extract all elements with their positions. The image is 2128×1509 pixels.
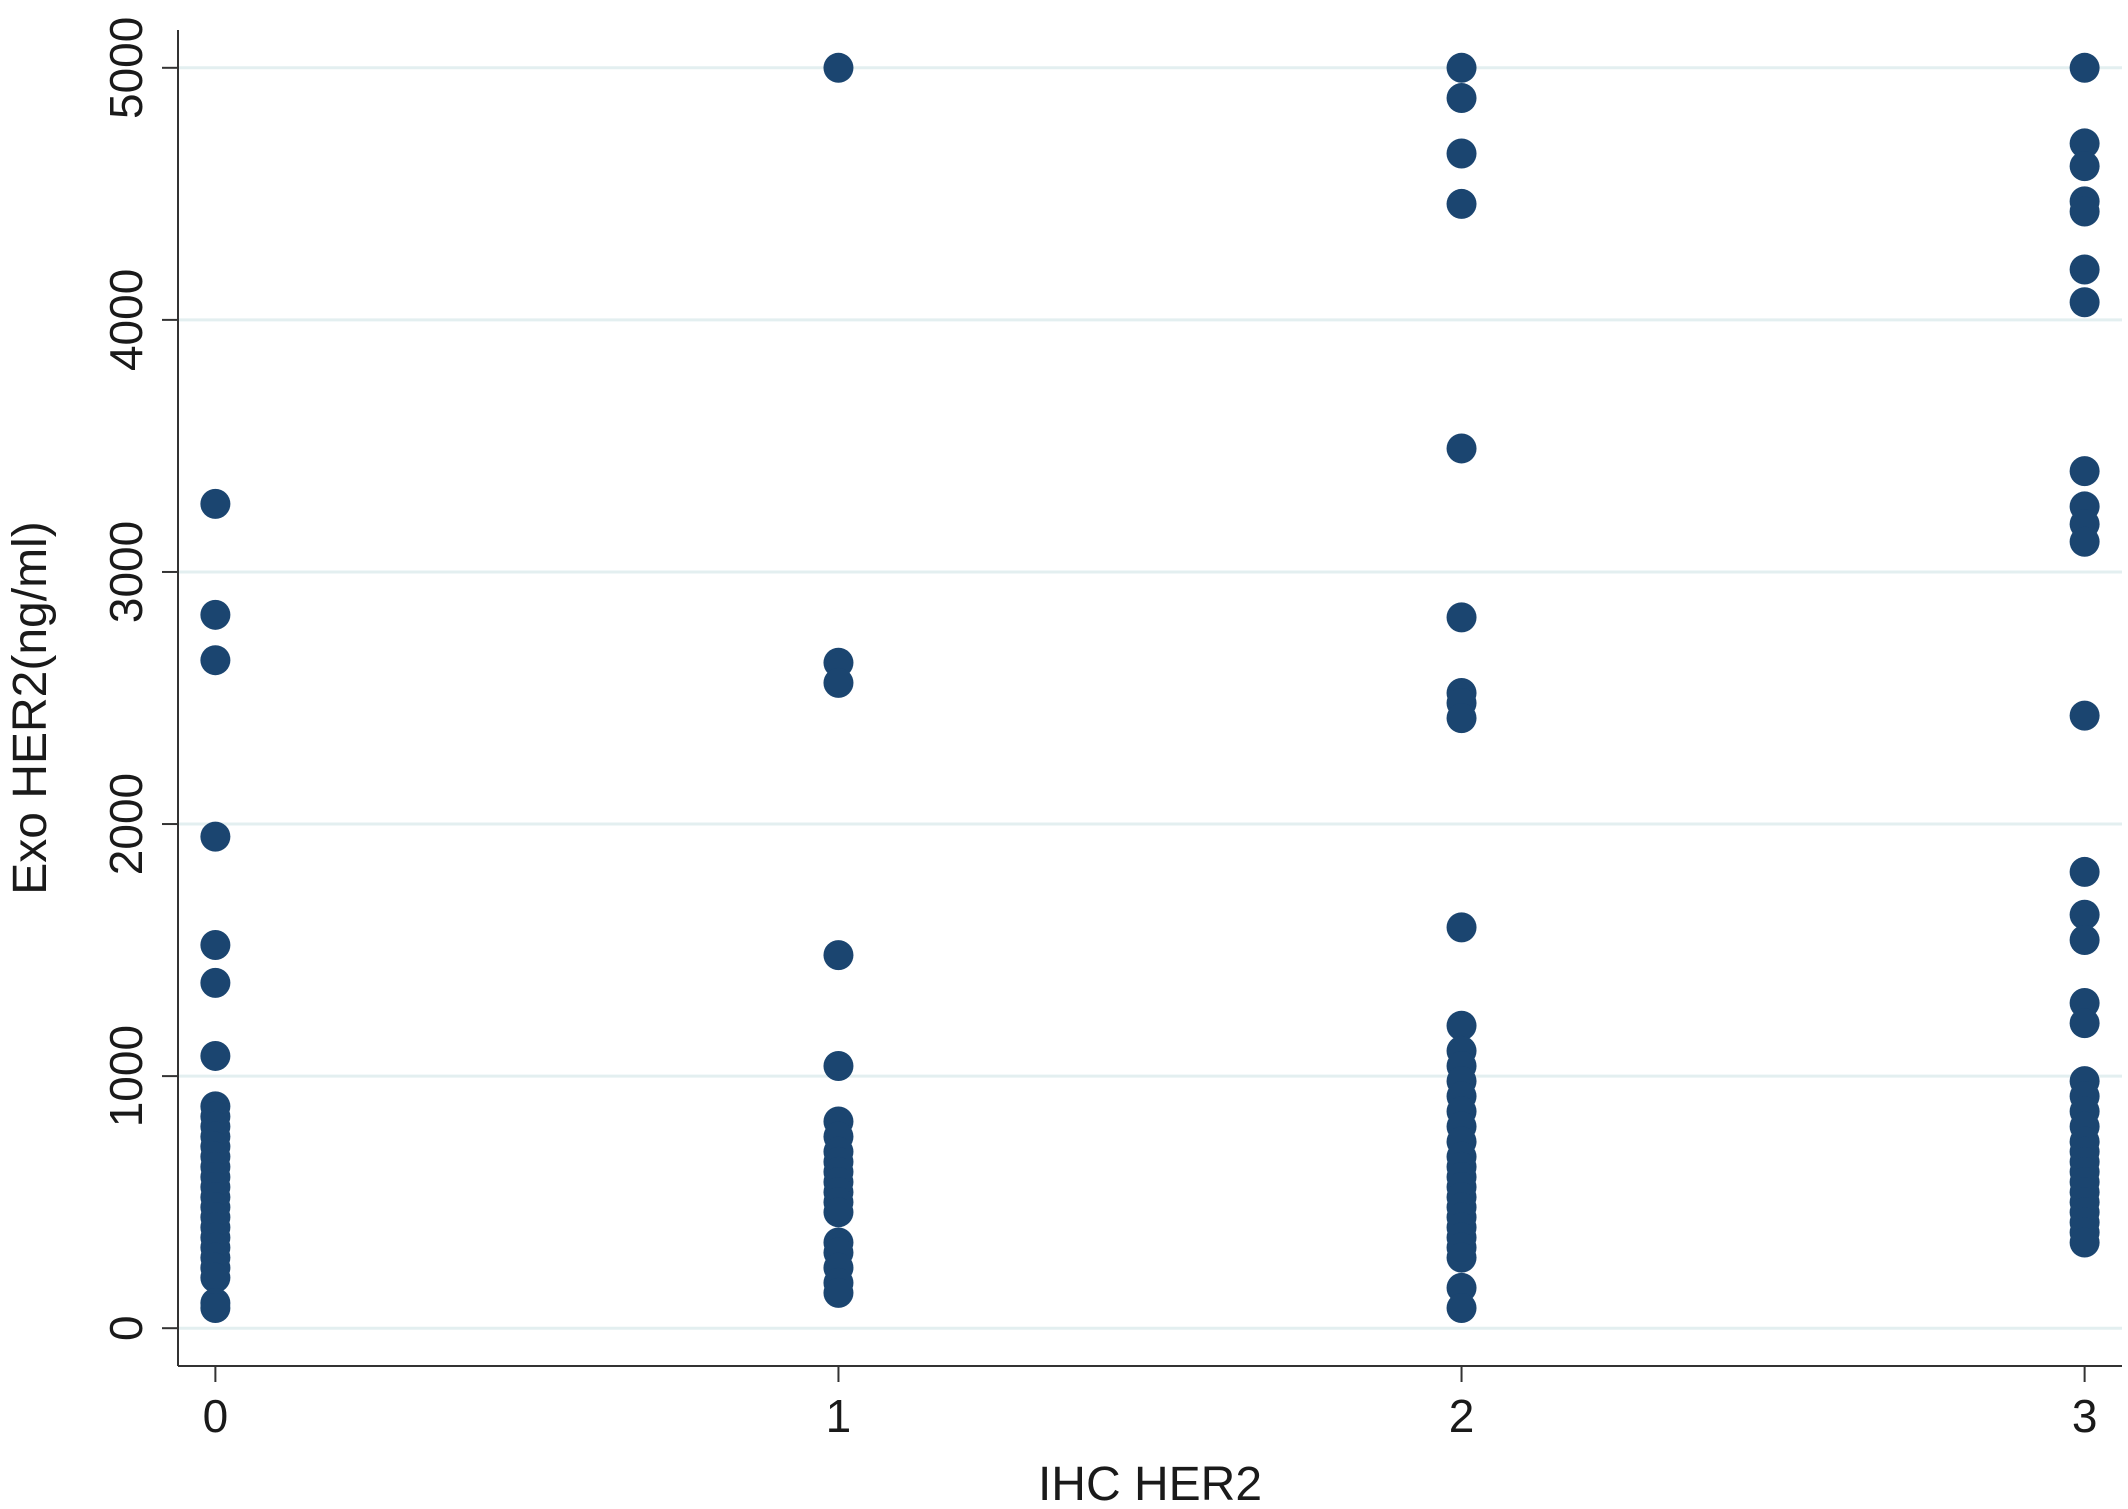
tick-labels: 0 1000 2000 3000 4000 5000 0 1 2 3: [100, 17, 2097, 1442]
data-point: [1446, 1010, 1477, 1041]
data-point: [200, 1040, 231, 1071]
data-point: [1446, 1293, 1477, 1324]
y-tick-label: 4000: [100, 269, 152, 371]
data-point: [1446, 602, 1477, 633]
x-tick-label: 0: [203, 1390, 229, 1442]
data-point: [200, 930, 231, 961]
data-point: [2069, 287, 2100, 318]
data-point: [823, 1197, 854, 1228]
data-point: [200, 967, 231, 998]
data-point: [1446, 912, 1477, 943]
data-point: [2069, 196, 2100, 227]
data-point: [200, 599, 231, 630]
data-point: [2069, 1227, 2100, 1258]
data-point: [823, 940, 854, 971]
y-tick-label: 2000: [100, 773, 152, 875]
data-point: [823, 667, 854, 698]
x-tick-label: 1: [826, 1390, 852, 1442]
x-tick-label: 2: [1449, 1390, 1475, 1442]
y-tick-label: 1000: [100, 1025, 152, 1127]
data-point: [2069, 526, 2100, 557]
data-point: [200, 488, 231, 519]
data-point: [1446, 83, 1477, 114]
y-tick-label: 3000: [100, 521, 152, 623]
data-point: [1446, 188, 1477, 219]
data-point: [2069, 52, 2100, 83]
data-points: [200, 52, 2100, 1324]
data-point: [2069, 700, 2100, 731]
y-tick-label: 5000: [100, 17, 152, 119]
data-point: [200, 1262, 231, 1293]
data-point: [823, 1277, 854, 1308]
data-point: [2069, 856, 2100, 887]
data-point: [200, 821, 231, 852]
y-tick-label: 0: [100, 1315, 152, 1341]
axes: [162, 30, 2122, 1382]
x-axis-title: IHC HER2: [1038, 1458, 1262, 1509]
data-point: [200, 645, 231, 676]
data-point: [1446, 1242, 1477, 1273]
data-point: [2069, 151, 2100, 182]
data-point: [1446, 138, 1477, 169]
gridlines: [178, 66, 2122, 1330]
y-axis-title: Exo HER2(ng/ml): [4, 521, 57, 894]
x-tick-label: 3: [2072, 1390, 2098, 1442]
data-point: [1446, 433, 1477, 464]
data-point: [1446, 703, 1477, 734]
data-point: [2069, 1008, 2100, 1039]
data-point: [823, 52, 854, 83]
data-point: [823, 1051, 854, 1082]
data-point: [1446, 52, 1477, 83]
data-point: [200, 1293, 231, 1324]
data-point: [2069, 128, 2100, 159]
data-point: [2069, 254, 2100, 285]
data-point: [2069, 456, 2100, 487]
data-point: [2069, 899, 2100, 930]
data-point: [2069, 924, 2100, 955]
